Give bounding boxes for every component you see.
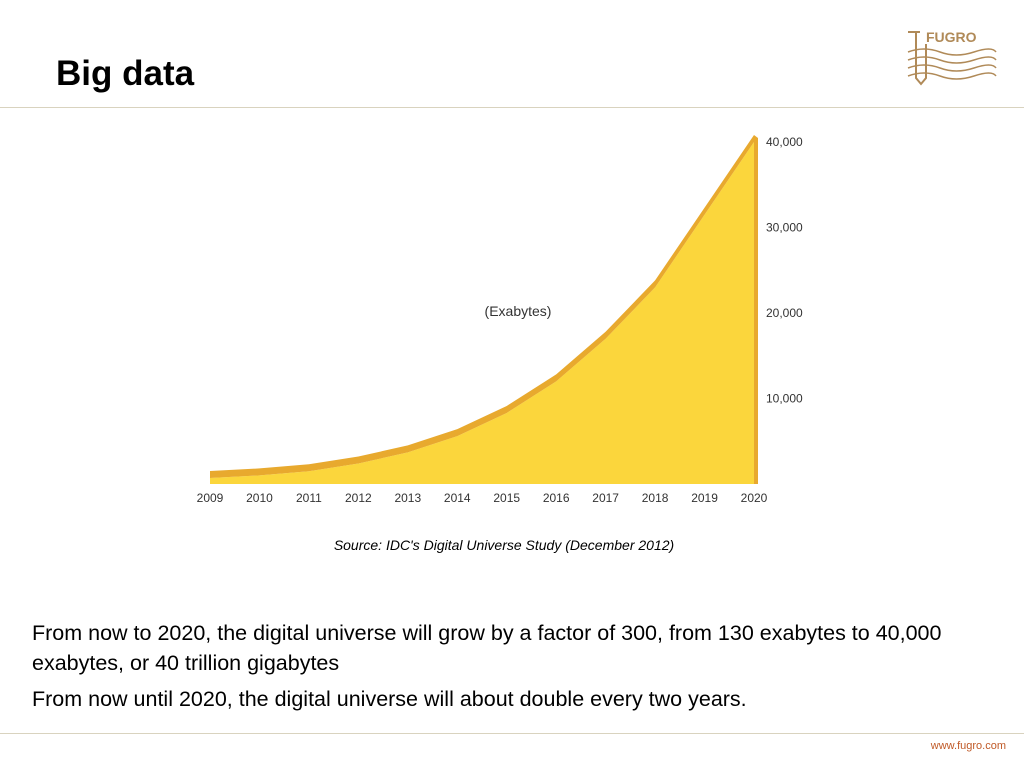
- header-divider: [0, 107, 1024, 108]
- footer-divider: [0, 733, 1024, 734]
- y-tick-label-30000: 30,000: [766, 221, 803, 235]
- x-tick-label-2017: 2017: [592, 491, 619, 505]
- x-tick-label-2018: 2018: [642, 491, 669, 505]
- area-fill: [210, 142, 754, 484]
- x-tick-label-2014: 2014: [444, 491, 471, 505]
- chart-source: Source: IDC's Digital Universe Study (De…: [0, 537, 1024, 553]
- x-tick-label-2011: 2011: [296, 491, 322, 505]
- paragraph-doubling: From now until 2020, the digital univers…: [32, 687, 747, 711]
- fugro-logo: FUGRO: [907, 29, 997, 86]
- x-tick-label-2016: 2016: [543, 491, 570, 505]
- x-tick-label-2012: 2012: [345, 491, 372, 505]
- slide-title: Big data: [56, 54, 195, 93]
- exabytes-area-chart: 2009 2010 2011 2012 2013 2014 2015 2016 2017 2018…: [197, 135, 803, 505]
- chart-annotation: (Exabytes): [485, 303, 552, 319]
- y-tick-label-40000: 40,000: [766, 135, 803, 149]
- body-text: From now to 2020, the digital universe w…: [32, 618, 1012, 720]
- x-tick-label-2013: 2013: [394, 491, 421, 505]
- x-tick-label-2019: 2019: [691, 491, 718, 505]
- y-tick-label-20000: 20,000: [766, 306, 803, 320]
- x-tick-label-2015: 2015: [493, 491, 520, 505]
- x-tick-label-2020: 2020: [741, 491, 768, 505]
- chart-source-text: Source: IDC's Digital Universe Study (De…: [333, 537, 675, 553]
- logo-wordmark: FUGRO: [926, 29, 977, 45]
- x-tick-label-2009: 2009: [197, 491, 224, 505]
- paragraph-growth-factor: From now to 2020, the digital universe w…: [32, 621, 942, 675]
- footer-url[interactable]: www.fugro.com: [930, 740, 1006, 752]
- x-tick-label-2010: 2010: [246, 491, 273, 505]
- area-side-edge: [754, 135, 758, 484]
- y-tick-label-10000: 10,000: [766, 392, 803, 406]
